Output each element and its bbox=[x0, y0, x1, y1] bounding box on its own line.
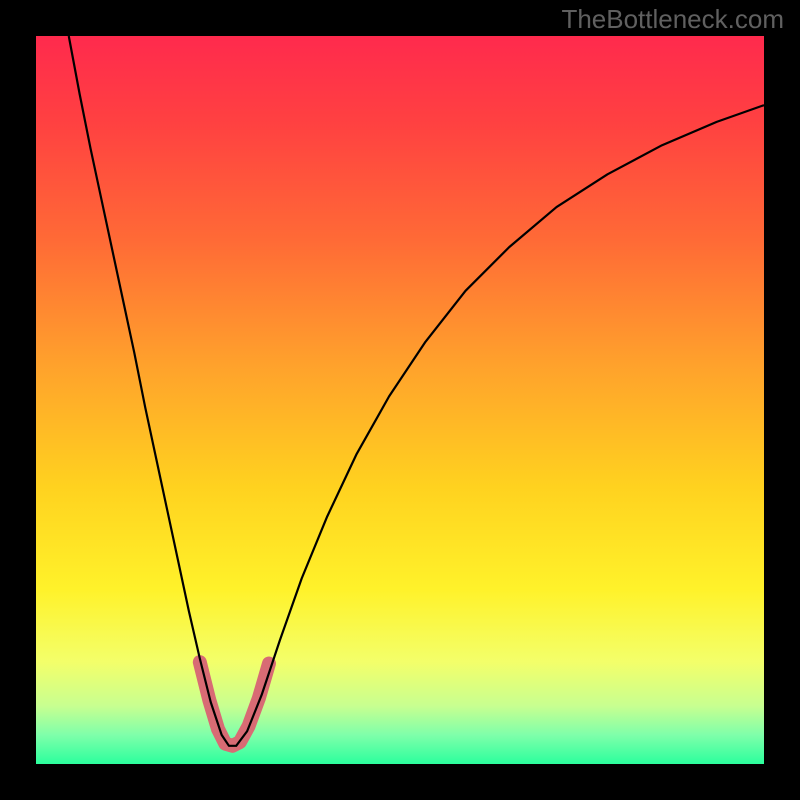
plot-area bbox=[36, 36, 764, 764]
chart-frame: TheBottleneck.com bbox=[0, 0, 800, 800]
bottleneck-curve bbox=[69, 36, 764, 746]
watermark-text: TheBottleneck.com bbox=[561, 4, 784, 35]
curve-layer bbox=[36, 36, 764, 764]
